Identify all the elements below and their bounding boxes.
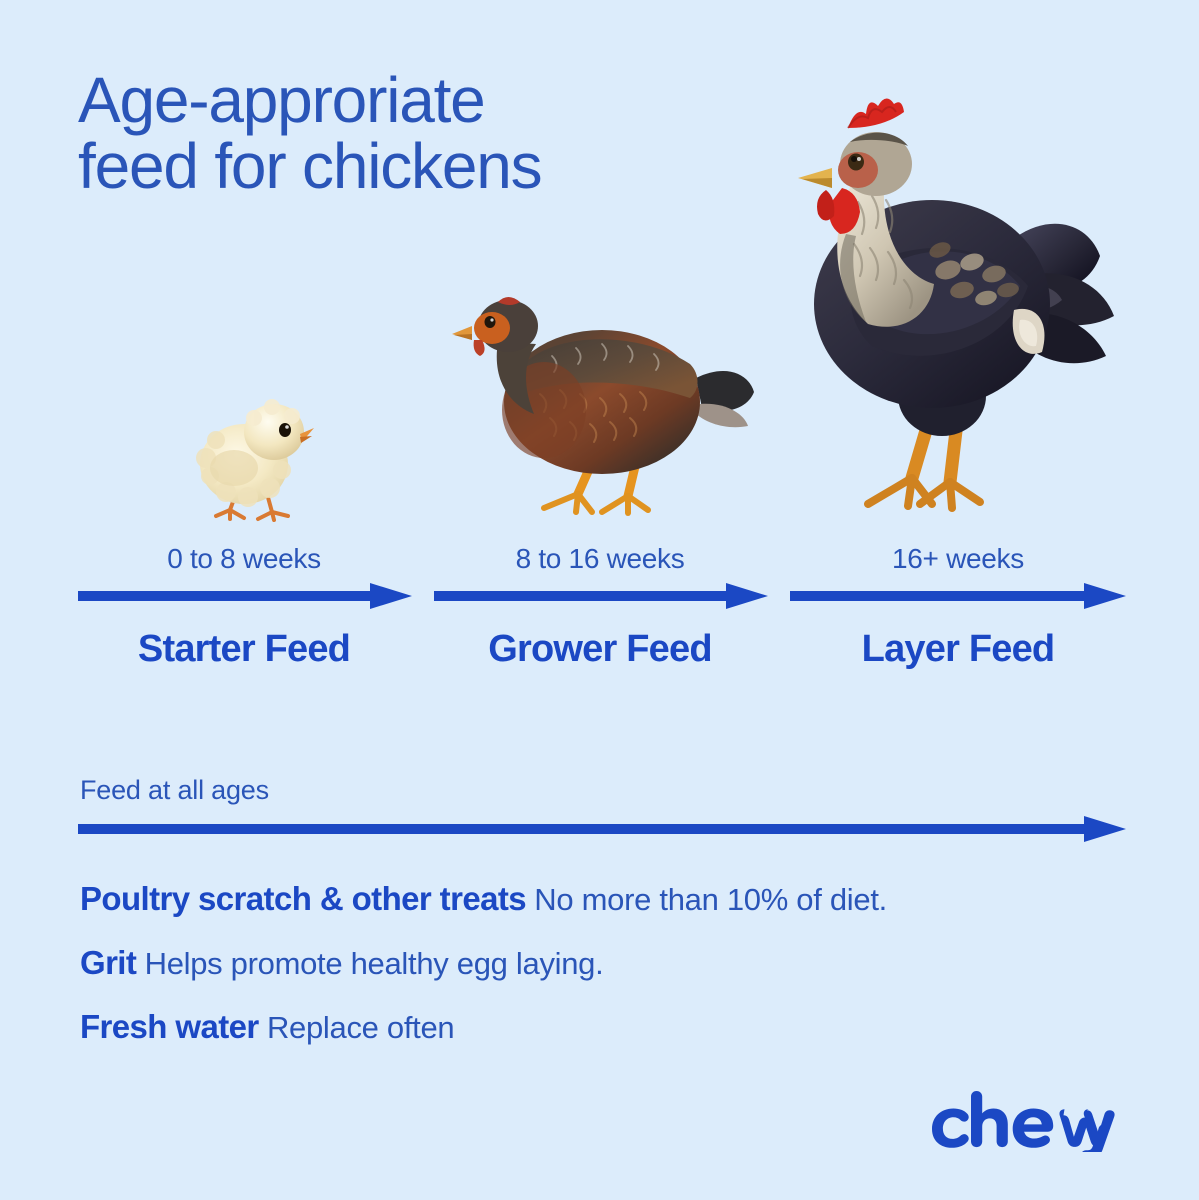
feed-name-stage-1: Starter Feed	[137, 628, 351, 670]
age-label-stage-1: 0 to 8 weeks	[167, 543, 321, 574]
all-ages-item-3: Fresh water Replace often	[80, 1008, 455, 1046]
all-ages-item-1: Poultry scratch & other treats No more t…	[80, 880, 887, 918]
page-title: Age-approriate feed for chickens	[78, 64, 543, 202]
all-ages-item-2-lead: Grit	[80, 944, 137, 981]
pullet-image	[452, 282, 762, 528]
all-ages-item-1-lead: Poultry scratch & other treats	[80, 880, 527, 917]
stage-arrow-3	[790, 583, 1126, 609]
feed-name-stage-2: Grower Feed	[488, 628, 712, 670]
chewy-logo	[919, 1088, 1119, 1152]
all-ages-item-2: Grit Helps promote healthy egg laying.	[80, 944, 604, 982]
all-ages-item-2-desc: Helps promote healthy egg laying.	[144, 946, 604, 981]
age-label-stage-3: 16+ weeks	[892, 543, 1024, 574]
stage-arrow-1	[78, 583, 412, 609]
all-ages-label: Feed at all ages	[80, 775, 269, 805]
all-ages-item-3-lead: Fresh water	[80, 1008, 259, 1045]
age-label-stage-2: 8 to 16 weeks	[515, 543, 685, 574]
stage-arrow-2	[434, 583, 768, 609]
all-ages-item-1-desc: No more than 10% of diet.	[534, 882, 887, 917]
all-ages-item-3-desc: Replace often	[266, 1010, 455, 1045]
chick-image	[186, 392, 326, 528]
all-ages-arrow	[78, 816, 1126, 842]
hen-image	[736, 84, 1126, 530]
feed-name-stage-3: Layer Feed	[861, 628, 1055, 670]
